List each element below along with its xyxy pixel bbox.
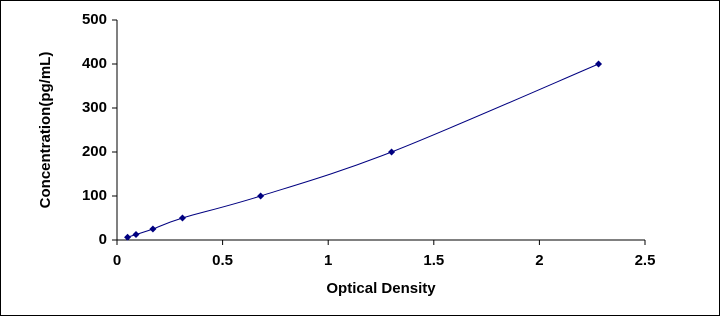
data-point <box>257 192 265 200</box>
x-tick-label: 0.5 <box>212 252 233 269</box>
y-tick-label: 300 <box>82 99 107 116</box>
y-tick-label: 400 <box>82 55 107 72</box>
x-tick-label: 2.5 <box>635 252 656 269</box>
data-point <box>388 148 396 156</box>
y-tick-label: 100 <box>82 187 107 204</box>
data-point <box>178 214 186 222</box>
y-tick-label: 0 <box>99 231 107 248</box>
y-tick-label: 200 <box>82 143 107 160</box>
x-tick-label: 1.5 <box>423 252 444 269</box>
x-tick-label: 2 <box>535 252 543 269</box>
data-point <box>595 60 603 68</box>
y-axis-title: Concentration(pg/mL) <box>37 52 54 209</box>
data-point <box>124 233 132 241</box>
data-point <box>132 231 140 238</box>
y-tick-label: 500 <box>82 11 107 28</box>
x-tick-label: 0 <box>113 252 121 269</box>
data-point <box>149 225 157 233</box>
x-tick-label: 1 <box>324 252 332 269</box>
x-axis-title: Optical Density <box>326 280 436 297</box>
